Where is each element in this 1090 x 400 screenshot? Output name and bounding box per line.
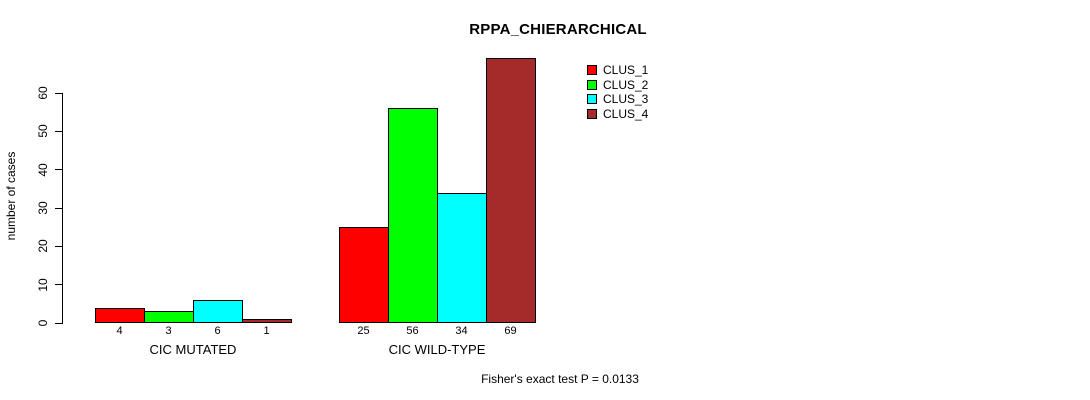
bar-clus_2-cic-wild-type bbox=[388, 108, 438, 323]
bar-clus_1-cic-mutated bbox=[95, 308, 145, 323]
bar-value-label: 3 bbox=[165, 325, 172, 337]
bar-value-label: 1 bbox=[263, 325, 270, 337]
bar-value-label: 4 bbox=[116, 325, 123, 337]
y-axis-label: number of cases bbox=[4, 151, 18, 241]
bar-value-label: 25 bbox=[357, 325, 370, 337]
legend-item: CLUS_3 bbox=[587, 92, 648, 107]
bar-clus_3-cic-mutated bbox=[193, 300, 243, 323]
bar-clus_2-cic-mutated bbox=[144, 311, 194, 323]
y-tick-label: 30 bbox=[36, 201, 50, 215]
y-tick-mark bbox=[55, 169, 62, 171]
y-tick-mark bbox=[55, 92, 62, 94]
y-tick-mark bbox=[55, 130, 62, 132]
y-tick-mark bbox=[55, 245, 62, 247]
bar-clus_3-cic-wild-type bbox=[437, 193, 487, 323]
y-tick-label: 60 bbox=[36, 86, 50, 100]
bar-value-label: 34 bbox=[455, 325, 468, 337]
bar-value-label: 56 bbox=[406, 325, 419, 337]
annotation-text: Fisher's exact test P = 0.0133 bbox=[481, 372, 639, 386]
y-tick-label: 10 bbox=[36, 277, 50, 292]
group-label: CIC MUTATED bbox=[149, 342, 237, 357]
bar-clus_4-cic-mutated bbox=[242, 319, 292, 323]
y-tick-mark bbox=[55, 322, 62, 324]
legend-swatch bbox=[587, 108, 597, 119]
bar-clus_1-cic-wild-type bbox=[339, 227, 389, 323]
legend-label: CLUS_3 bbox=[603, 92, 649, 107]
legend-label: CLUS_4 bbox=[603, 106, 649, 121]
legend-item: CLUS_2 bbox=[587, 78, 648, 93]
y-axis-line bbox=[62, 93, 63, 324]
chart-title: RPPA_CHIERARCHICAL bbox=[469, 21, 647, 38]
bar-value-label: 6 bbox=[214, 325, 221, 337]
legend-label: CLUS_1 bbox=[603, 63, 649, 78]
y-tick-label: 40 bbox=[36, 162, 50, 177]
bar-clus_4-cic-wild-type bbox=[486, 58, 536, 323]
legend-item: CLUS_4 bbox=[587, 107, 648, 122]
bar-value-label: 69 bbox=[504, 325, 517, 337]
legend-swatch bbox=[587, 65, 597, 76]
legend-label: CLUS_2 bbox=[603, 77, 649, 92]
y-tick-mark bbox=[55, 207, 62, 209]
legend-swatch bbox=[587, 94, 597, 105]
legend-item: CLUS_1 bbox=[587, 63, 648, 78]
y-tick-mark bbox=[55, 284, 62, 286]
y-tick-label: 0 bbox=[36, 319, 50, 327]
y-tick-label: 20 bbox=[36, 239, 50, 254]
legend: CLUS_1 CLUS_2 CLUS_3 CLUS_4 bbox=[587, 63, 648, 121]
y-tick-label: 50 bbox=[36, 124, 50, 139]
group-label: CIC WILD-TYPE bbox=[388, 342, 486, 357]
legend-swatch bbox=[587, 79, 597, 90]
